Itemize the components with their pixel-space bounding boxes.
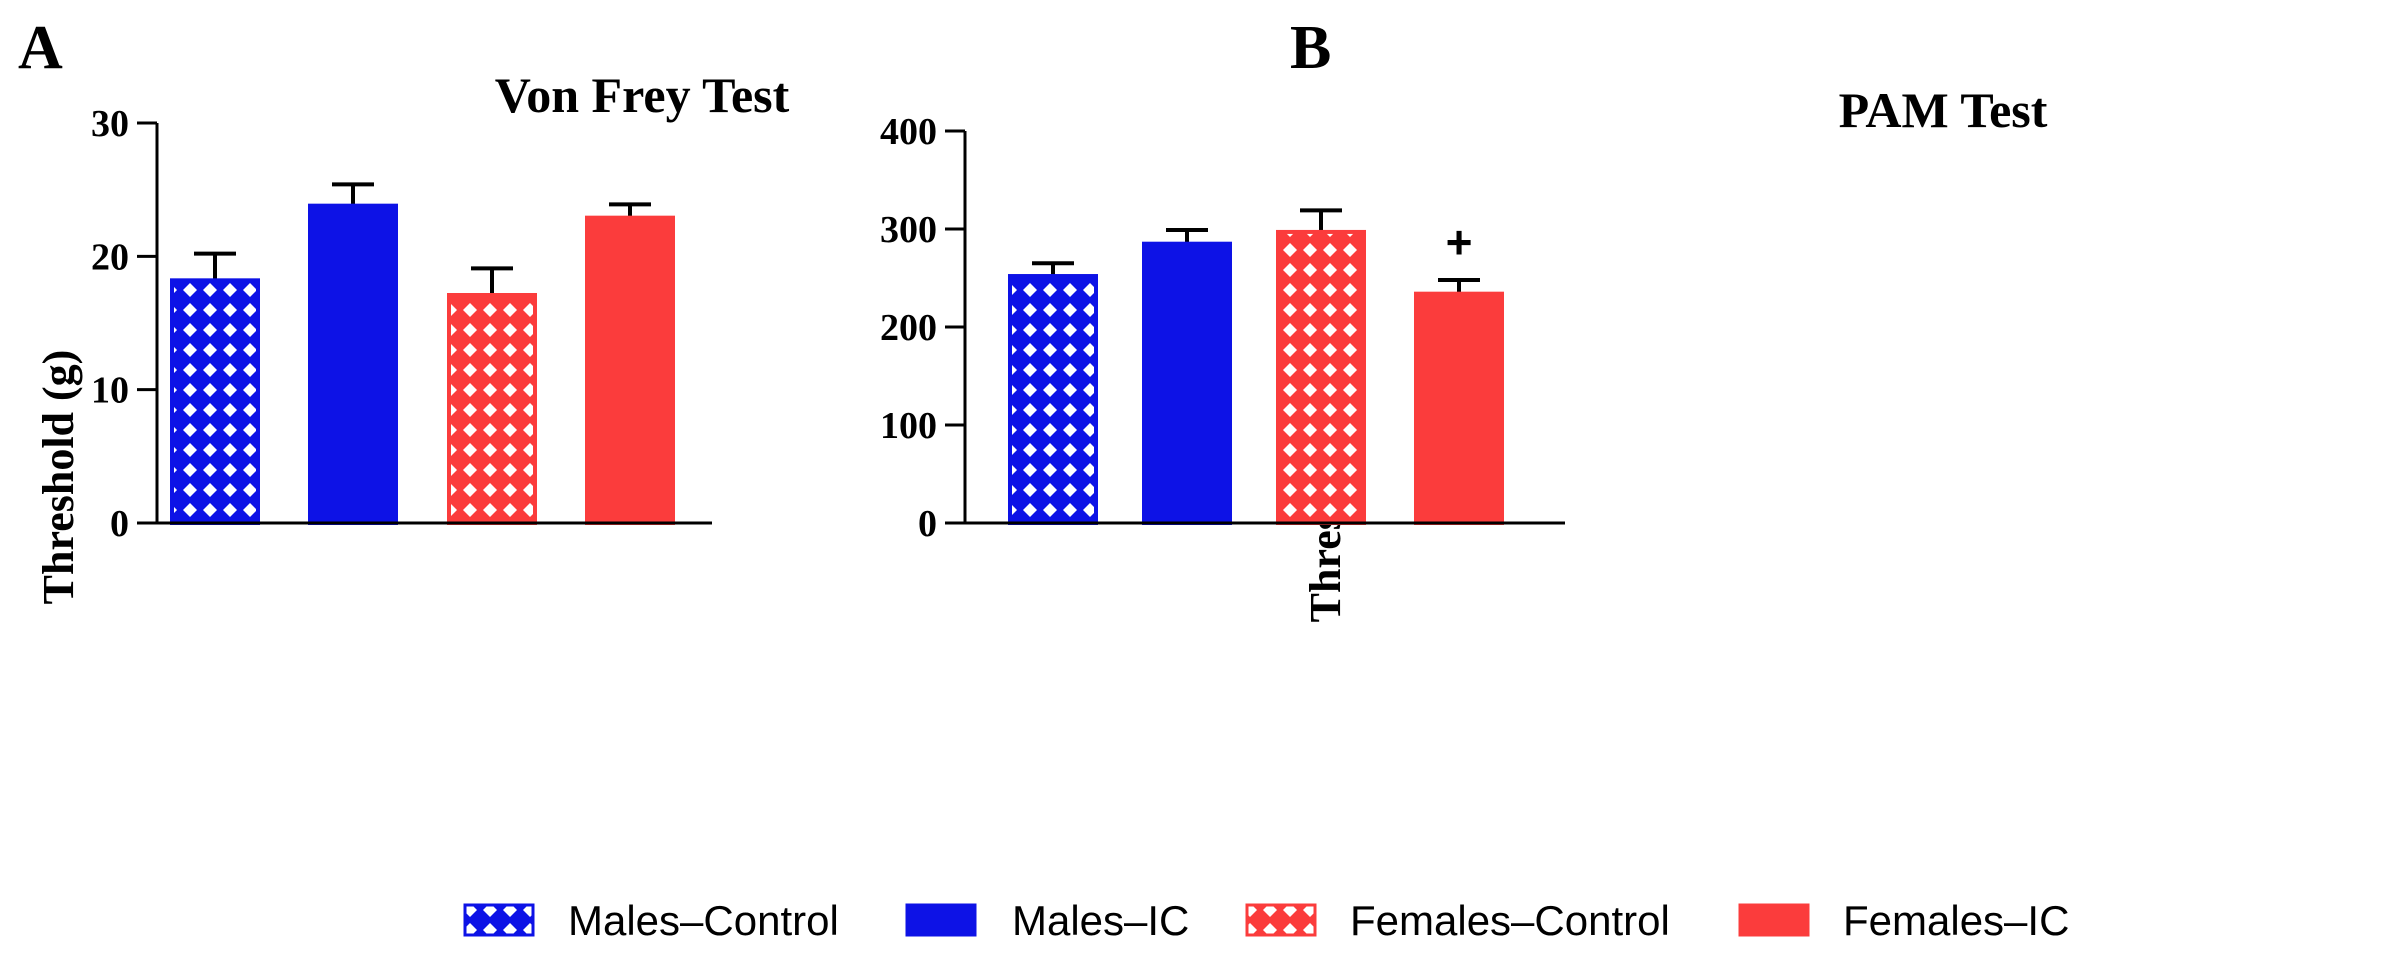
legend-swatch-males-ic: [905, 903, 977, 937]
plot-area-a: 0 10 20 30: [91, 103, 712, 545]
y-tick-label-b-300: 300: [880, 209, 937, 251]
y-tick-label-b-0: 0: [918, 503, 937, 545]
bar-b-females-ic: [1414, 291, 1504, 525]
y-tick-label-b-200: 200: [880, 307, 937, 349]
bar-b-females-control: [1276, 229, 1366, 525]
chart-title-b: PAM Test: [1839, 82, 2048, 138]
legend-label-males-ic: Males–IC: [1012, 897, 1189, 944]
bar-a-females-control: [447, 293, 537, 525]
legend-item-females-ic: Females–IC: [1738, 897, 2069, 944]
legend-label-females-ic: Females–IC: [1843, 897, 2069, 944]
legend-label-males-control: Males–Control: [568, 897, 839, 944]
annotation-b-females-ic: +: [1446, 216, 1473, 268]
legend-item-females-control: Females–Control: [1245, 897, 1670, 944]
legend-item-males-ic: Males–IC: [905, 897, 1189, 944]
legend: Males–Control Males–IC Females–Control F…: [463, 897, 2069, 944]
legend-swatch-females-ic: [1738, 903, 1810, 937]
bar-a-females-ic: [585, 215, 675, 526]
y-tick-label-b-400: 400: [880, 111, 937, 153]
bar-a-males-control: [170, 278, 260, 526]
legend-swatch-females-control: [1245, 903, 1317, 937]
panel-letter-a: A: [18, 14, 63, 82]
y-tick-label-a-30: 30: [91, 103, 129, 145]
y-tick-label-a-20: 20: [91, 236, 129, 278]
bar-b-males-ic: [1142, 241, 1232, 525]
bar-a-males-ic: [308, 203, 398, 526]
legend-swatch-males-control: [463, 903, 535, 937]
legend-label-females-control: Females–Control: [1350, 897, 1670, 944]
y-tick-label-b-100: 100: [880, 405, 937, 447]
legend-item-males-control: Males–Control: [463, 897, 839, 944]
panel-a: A Von Frey Test Threshold (g) 0 10 20 30: [18, 14, 790, 604]
chart-title-a: Von Frey Test: [495, 67, 790, 123]
panel-letter-b: B: [1290, 14, 1331, 82]
bar-b-males-control: [1008, 274, 1098, 526]
y-axis-label-a: Threshold (g): [34, 350, 83, 605]
y-tick-label-a-10: 10: [91, 370, 129, 412]
y-tick-label-a-0: 0: [110, 503, 129, 545]
plot-area-b: 0 100 200 300 400 +: [880, 111, 1565, 545]
